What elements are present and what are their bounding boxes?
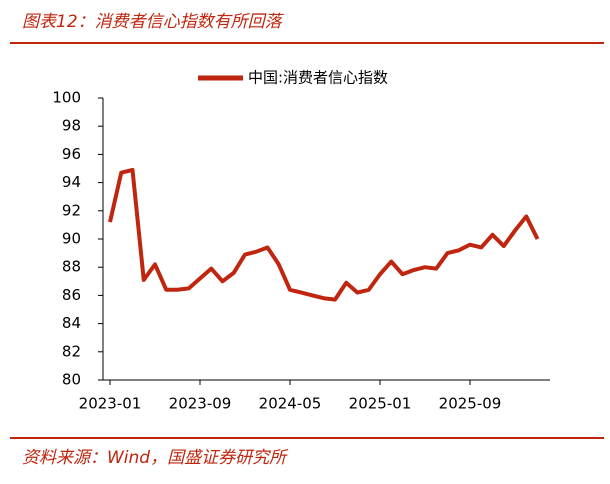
x-tick-label: 2023-09: [169, 395, 232, 413]
y-tick-label: 100: [52, 89, 81, 107]
y-tick-label: 80: [62, 371, 81, 389]
x-tick-label: 2023-01: [79, 395, 142, 413]
source: 资料来源：Wind，国盛证券研究所: [22, 448, 289, 468]
y-tick-label: 84: [62, 314, 81, 332]
y-tick-label: 96: [62, 145, 81, 163]
y-tick-label: 98: [62, 117, 81, 135]
legend-label: 中国:消费者信心指数: [248, 69, 388, 87]
x-tick-label: 2024-05: [259, 395, 322, 413]
y-tick-label: 86: [62, 286, 81, 304]
chart-title: 图表12：消费者信心指数有所回落: [22, 12, 285, 32]
y-tick-label: 92: [62, 201, 81, 219]
line: [108, 167, 540, 302]
y-tick-label: 90: [62, 230, 81, 248]
y-tick-label: 82: [62, 342, 81, 360]
x-tick-label: 2025-09: [439, 395, 502, 413]
x-tick-label: 2025-01: [349, 395, 412, 413]
y-tick-label: 94: [62, 173, 81, 191]
y-tick-label: 88: [62, 258, 81, 276]
